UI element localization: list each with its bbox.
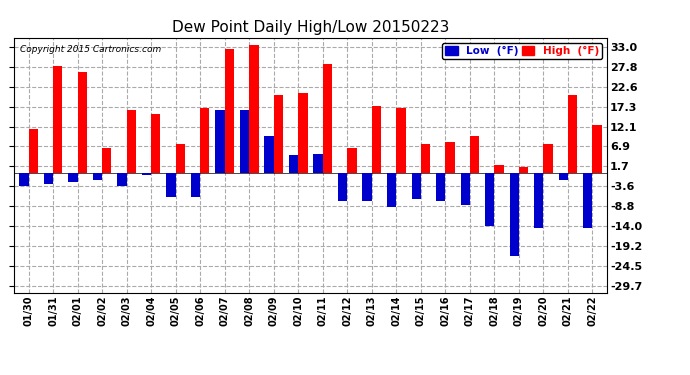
Bar — [68, 172, 77, 182]
Title: Dew Point Daily High/Low 20150223: Dew Point Daily High/Low 20150223 — [172, 20, 449, 35]
Bar — [387, 172, 396, 207]
Bar — [544, 144, 553, 172]
Bar — [249, 45, 259, 172]
Bar — [28, 129, 38, 173]
Bar — [151, 114, 161, 172]
Bar — [495, 165, 504, 172]
Bar — [470, 136, 479, 172]
Bar — [264, 136, 274, 172]
Bar — [323, 64, 332, 172]
Bar — [225, 49, 234, 172]
Bar — [460, 172, 470, 205]
Bar — [347, 148, 357, 172]
Bar — [436, 172, 445, 201]
Bar — [519, 167, 529, 172]
Bar — [313, 154, 323, 173]
Bar — [583, 172, 593, 228]
Text: Copyright 2015 Cartronics.com: Copyright 2015 Cartronics.com — [20, 45, 161, 54]
Bar — [338, 172, 347, 201]
Bar — [372, 106, 381, 172]
Bar — [142, 172, 151, 174]
Bar — [396, 108, 406, 172]
Bar — [53, 66, 62, 172]
Bar — [510, 172, 519, 256]
Bar — [568, 94, 578, 172]
Legend: Low  (°F), High  (°F): Low (°F), High (°F) — [442, 43, 602, 59]
Bar — [126, 110, 136, 172]
Bar — [166, 172, 176, 197]
Bar — [559, 172, 568, 180]
Bar — [534, 172, 544, 228]
Bar — [215, 110, 225, 172]
Bar — [298, 93, 308, 172]
Bar — [77, 72, 87, 172]
Bar — [421, 144, 430, 172]
Bar — [411, 172, 421, 199]
Bar — [289, 156, 298, 172]
Bar — [593, 125, 602, 172]
Bar — [274, 94, 283, 172]
Bar — [19, 172, 28, 186]
Bar — [43, 172, 53, 184]
Bar — [200, 108, 210, 172]
Bar — [176, 144, 185, 172]
Bar — [240, 110, 249, 172]
Bar — [117, 172, 126, 186]
Bar — [191, 172, 200, 197]
Bar — [485, 172, 495, 226]
Bar — [445, 142, 455, 172]
Bar — [92, 172, 102, 180]
Bar — [102, 148, 111, 172]
Bar — [362, 172, 372, 201]
